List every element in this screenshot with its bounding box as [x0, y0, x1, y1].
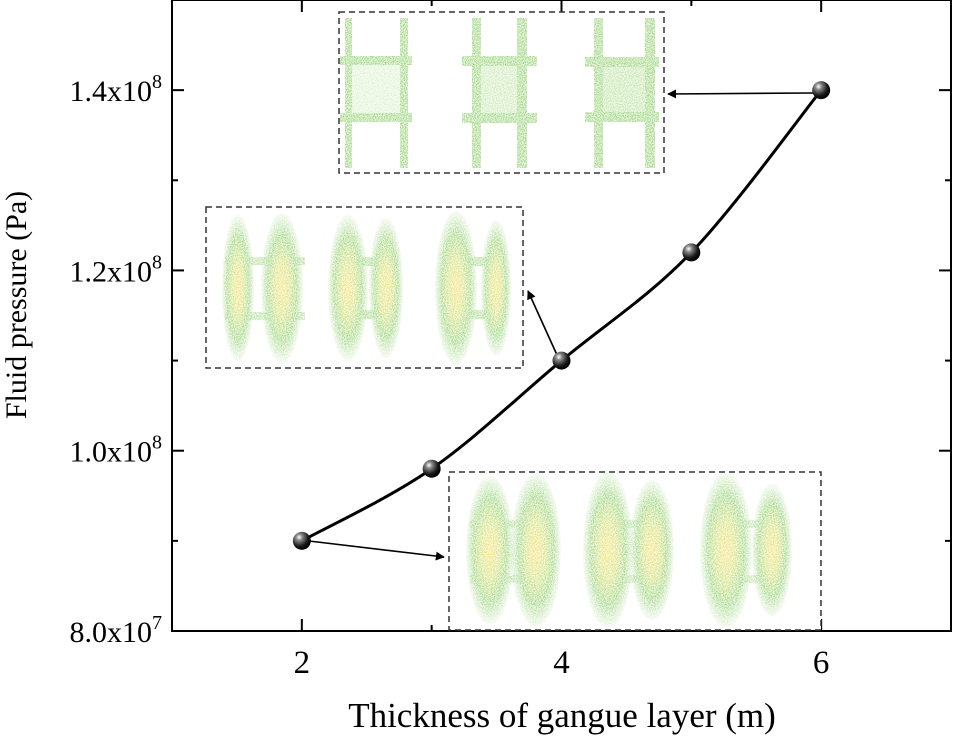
inset-thickness-2 — [448, 471, 822, 631]
x-tick-label: 2 — [294, 645, 311, 681]
inset-6-pair-3 — [585, 18, 659, 168]
inset-thickness-6 — [338, 11, 665, 174]
arrow-x2-to-inset — [308, 540, 445, 561]
y-tick-mantissa: 1.0x10 — [70, 436, 153, 469]
series-points — [292, 81, 831, 550]
y-tick-exponent: 8 — [152, 251, 162, 273]
data-point — [812, 81, 831, 100]
data-point — [292, 531, 311, 550]
arrow-x4-to-inset — [527, 290, 558, 356]
x-tick-label: 4 — [553, 645, 570, 681]
inset-thickness-4 — [205, 206, 524, 369]
y-tick-exponent: 7 — [152, 612, 162, 634]
y-tick-mantissa: 8.0x10 — [70, 616, 153, 649]
inset-6-pair-1 — [340, 18, 412, 168]
y-tick-mantissa: 1.4x10 — [70, 75, 153, 108]
x-tick-label: 6 — [813, 645, 830, 681]
y-tick-label: 1.4x108 — [70, 71, 163, 108]
y-tick-label: 8.0x107 — [70, 612, 163, 649]
data-point — [552, 351, 571, 370]
y-tick-exponent: 8 — [152, 71, 162, 93]
y-tick-label: 1.2x108 — [70, 251, 163, 288]
y-tick-exponent: 8 — [152, 432, 162, 454]
data-point — [682, 243, 701, 262]
inset-6-pair-2 — [462, 18, 537, 168]
y-tick-mantissa: 1.2x10 — [70, 255, 153, 288]
x-axis-label: Thickness of gangue layer (m) — [348, 696, 776, 735]
arrow-x6-to-inset — [667, 89, 814, 99]
y-axis-label: Fluid pressure (Pa) — [0, 191, 33, 419]
data-point — [422, 459, 441, 478]
y-tick-label: 1.0x108 — [70, 432, 163, 469]
